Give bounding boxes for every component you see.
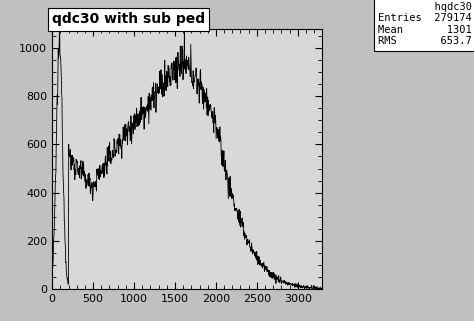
Text: hqdc30
Entries  279174
Mean       1301
RMS       653.7: hqdc30 Entries 279174 Mean 1301 RMS 653.… — [378, 2, 472, 47]
Text: qdc30 with sub ped: qdc30 with sub ped — [52, 12, 205, 26]
